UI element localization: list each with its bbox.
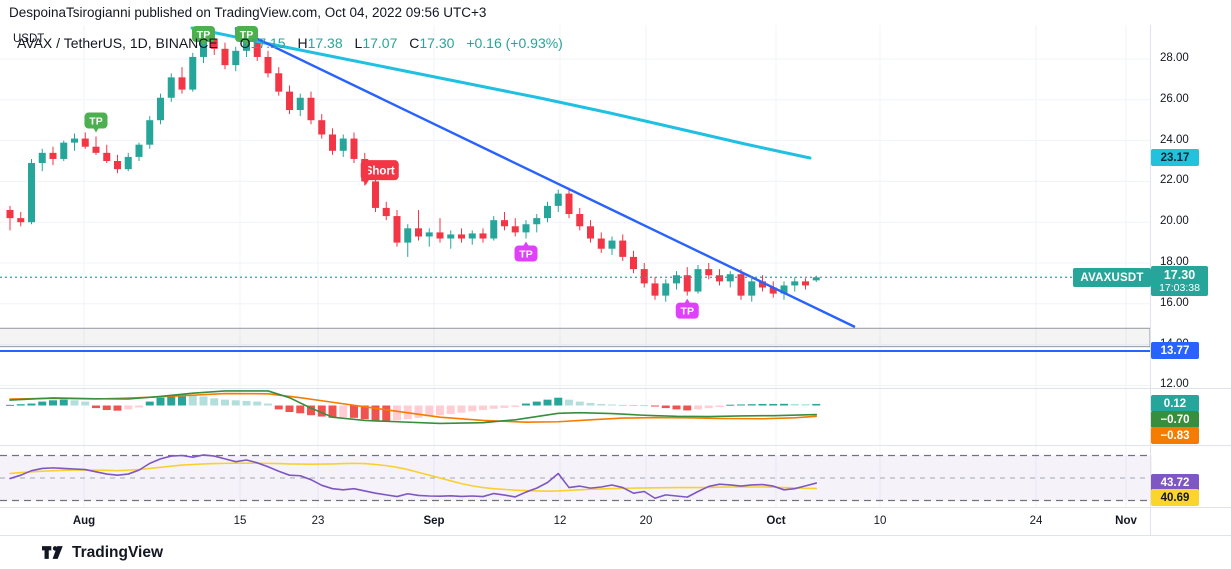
open-value: 17.15: [250, 35, 286, 51]
time-tick-label: 24: [1029, 515, 1043, 527]
attribution-text: DespoinaTsirogianni published on Trading…: [9, 5, 487, 20]
bar-countdown: 17:03:38: [1159, 282, 1200, 295]
tradingview-logo-text: TradingView: [72, 543, 164, 561]
svg-text:TP: TP: [240, 29, 253, 41]
descending-trendline: [234, 26, 856, 329]
open-label: O: [239, 35, 251, 51]
low-value: 17.07: [362, 35, 398, 51]
time-axis[interactable]: Aug 15 23 Sep 12 20 Oct 10 24 Nov: [0, 508, 1150, 535]
close-value: 17.30: [419, 35, 455, 51]
tradingview-logo-icon: [42, 546, 63, 559]
change-value: +0.16 (+0.93%): [466, 35, 563, 51]
last-price-badge: 17.30 17:03:38: [1151, 266, 1208, 296]
svg-text:TP: TP: [89, 116, 102, 128]
time-tick-label: Aug: [72, 515, 96, 527]
close-label: C: [409, 35, 420, 51]
high-value: 17.38: [307, 35, 343, 51]
time-tick-label: Sep: [423, 515, 445, 527]
time-tick-label: Nov: [1115, 515, 1137, 527]
gray-zone-rectangle[interactable]: [0, 327, 1151, 348]
chart-legend[interactable]: AVAX / TetherUS, 1D, BINANCE O17.15 H17.…: [17, 35, 563, 51]
svg-text:TP: TP: [519, 249, 532, 261]
macd-signal-badge: −0.70: [1151, 411, 1199, 428]
last-price-value: 17.30: [1163, 267, 1196, 282]
tp-marker-green[interactable]: TP: [192, 26, 215, 46]
symbol-title[interactable]: AVAX / TetherUS, 1D, BINANCE: [17, 35, 218, 51]
macd-histogram-badge: 0.12: [1151, 395, 1199, 412]
candlestick-series[interactable]: [6, 28, 820, 302]
tp-marker-magenta[interactable]: TP: [514, 241, 538, 262]
time-tick-label: 10: [873, 515, 887, 527]
ma-price-badge: 23.17: [1151, 149, 1199, 166]
price-tick-label: 24.00: [1160, 133, 1189, 146]
high-label: H: [297, 35, 308, 51]
svg-text:TP: TP: [681, 306, 694, 318]
time-tick-label: 12: [553, 515, 567, 527]
time-tick-label: 23: [311, 515, 325, 527]
price-tick-label: 18.00: [1160, 256, 1189, 268]
tp-marker-green[interactable]: TP: [235, 26, 258, 46]
level-price-badge: 13.77: [1151, 342, 1199, 359]
svg-text:Short: Short: [365, 166, 395, 178]
attribution-bar: DespoinaTsirogianni published on Trading…: [0, 0, 1231, 25]
time-tick-label: 20: [639, 515, 653, 527]
cyan-ma-curve: [190, 26, 812, 160]
quote-currency-label: USDT: [13, 33, 45, 45]
time-tick-label: 15: [233, 515, 247, 527]
macd-line-badge: −0.83: [1151, 427, 1199, 444]
price-tick-label: 20.00: [1160, 215, 1189, 228]
time-tick-label: Oct: [766, 515, 786, 527]
price-tick-label: 12.00: [1160, 378, 1189, 391]
price-tick-label: 22.00: [1160, 174, 1189, 187]
footer-bar: TradingView: [0, 536, 1231, 569]
short-position-marker[interactable]: Short: [360, 160, 399, 186]
price-tick-label: 16.00: [1160, 296, 1189, 309]
svg-text:TP: TP: [197, 29, 210, 41]
macd-indicator[interactable]: [6, 390, 821, 425]
low-label: L: [354, 35, 363, 51]
tp-marker-magenta[interactable]: TP: [675, 298, 699, 319]
tp-marker-green[interactable]: TP: [84, 112, 108, 133]
rsi-indicator[interactable]: [9, 454, 818, 500]
rsi-value-badge: 43.72: [1151, 474, 1199, 491]
price-tick-label: 28.00: [1160, 52, 1189, 64]
price-line-symbol-label: AVAXUSDT: [1073, 268, 1151, 287]
rsi-ma-value-badge: 40.69: [1151, 489, 1199, 506]
price-tick-label: 26.00: [1160, 92, 1189, 105]
